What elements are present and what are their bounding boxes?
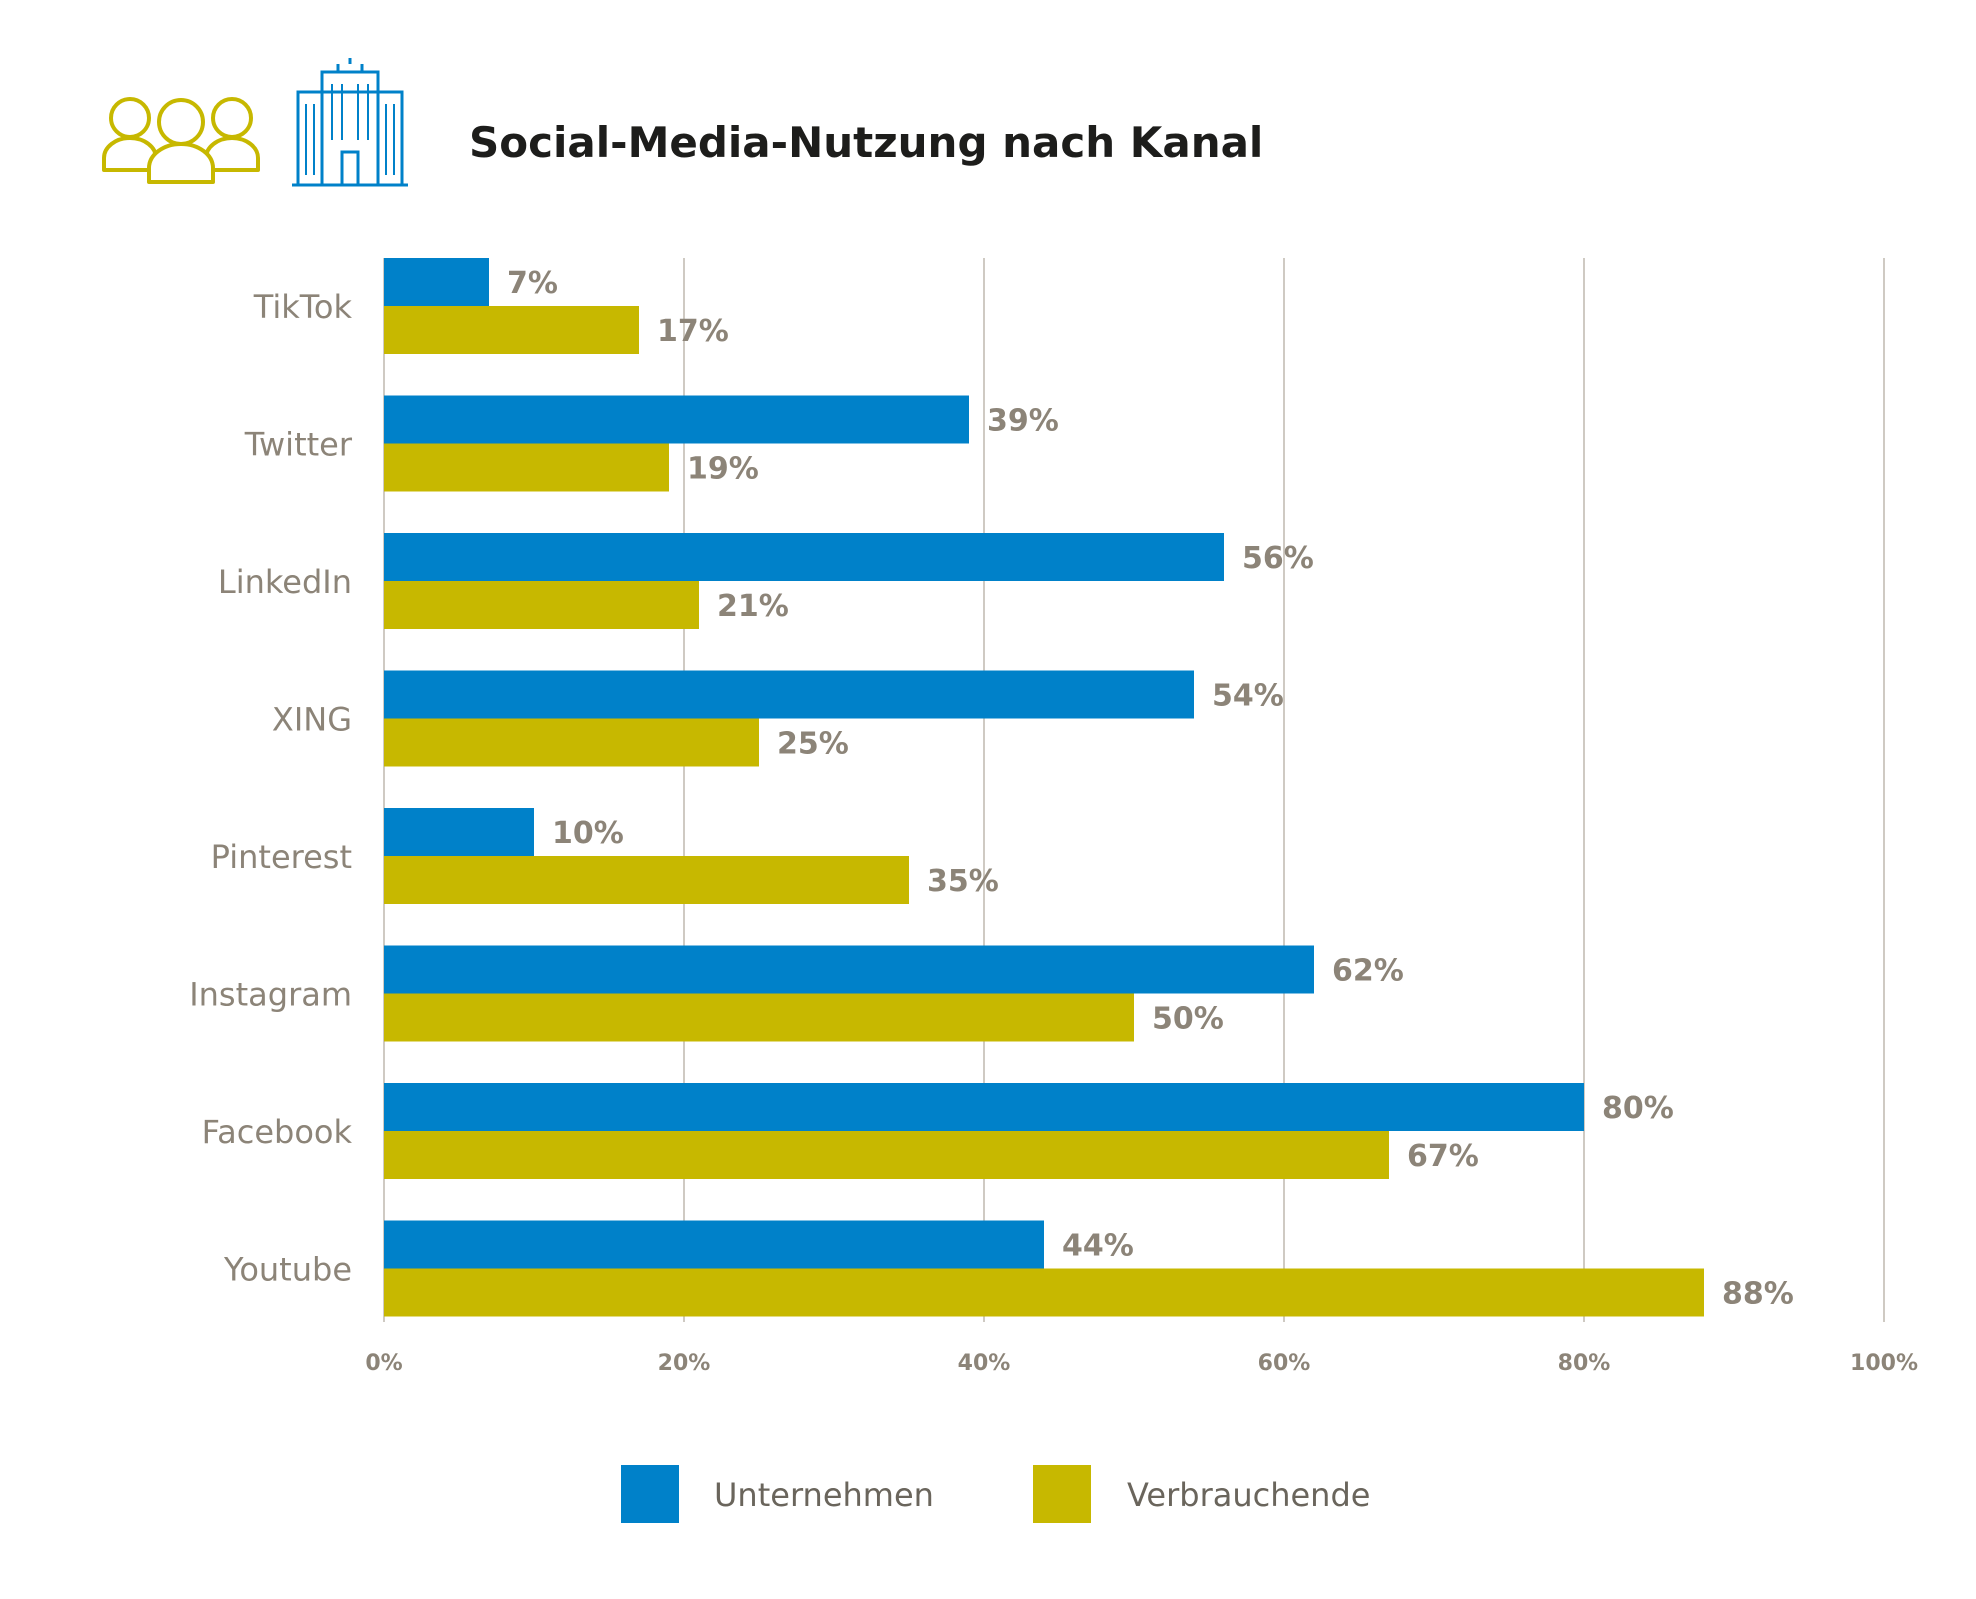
x-axis-ticks: 0% 20% 40% 60% 80% 100% bbox=[365, 1351, 1918, 1376]
category-label-twitter: Twitter bbox=[244, 426, 353, 464]
x-tick-label: 0% bbox=[365, 1351, 402, 1376]
legend-label-verbrauchende: Verbrauchende bbox=[1127, 1476, 1370, 1514]
value-label-unternehmen-facebook: 80% bbox=[1602, 1091, 1674, 1126]
value-label-unternehmen-instagram: 62% bbox=[1332, 954, 1404, 989]
category-label-xing: XING bbox=[272, 701, 352, 739]
category-label-linkedin: LinkedIn bbox=[218, 563, 352, 601]
bar-unternehmen-linkedin bbox=[384, 533, 1224, 581]
x-tick-label: 80% bbox=[1558, 1351, 1611, 1376]
value-label-unternehmen-youtube: 44% bbox=[1062, 1229, 1134, 1264]
bar-verbrauchende-twitter bbox=[384, 443, 669, 492]
category-label-instagram: Instagram bbox=[189, 976, 352, 1014]
value-label-verbrauchende-twitter: 19% bbox=[687, 452, 759, 487]
bar-verbrauchende-xing bbox=[384, 718, 759, 767]
value-label-unternehmen-linkedin: 56% bbox=[1242, 541, 1314, 576]
value-label-verbrauchende-linkedin: 21% bbox=[717, 589, 789, 624]
value-label-verbrauchende-pinterest: 35% bbox=[927, 864, 999, 899]
legend-swatch-verbrauchende bbox=[1033, 1465, 1091, 1523]
labels: TikTok 7% 17% Twitter 39% 19% LinkedIn 56% 21% XI… bbox=[189, 266, 1794, 1312]
bar-verbrauchende-facebook bbox=[384, 1131, 1389, 1179]
value-label-unternehmen-tiktok: 7% bbox=[507, 266, 558, 301]
bar-unternehmen-youtube bbox=[384, 1220, 1044, 1269]
office-building-icon bbox=[292, 58, 408, 187]
value-label-verbrauchende-xing: 25% bbox=[777, 727, 849, 762]
value-label-verbrauchende-facebook: 67% bbox=[1407, 1139, 1479, 1174]
category-label-youtube: Youtube bbox=[223, 1251, 352, 1289]
bar-unternehmen-twitter bbox=[384, 395, 969, 444]
bar-unternehmen-pinterest bbox=[384, 808, 534, 856]
people-group-icon bbox=[102, 97, 260, 184]
x-tick-label: 20% bbox=[658, 1351, 711, 1376]
category-label-tiktok: TikTok bbox=[253, 288, 353, 326]
chart-title: Social-Media-Nutzung nach Kanal bbox=[469, 118, 1263, 167]
bar-unternehmen-facebook bbox=[384, 1083, 1584, 1131]
bar-unternehmen-tiktok bbox=[384, 258, 489, 306]
bar-verbrauchende-instagram bbox=[384, 993, 1134, 1042]
value-label-verbrauchende-youtube: 88% bbox=[1722, 1277, 1794, 1312]
value-label-verbrauchende-instagram: 50% bbox=[1152, 1002, 1224, 1037]
value-label-verbrauchende-tiktok: 17% bbox=[657, 314, 729, 349]
legend-label-unternehmen: Unternehmen bbox=[714, 1476, 934, 1514]
bar-verbrauchende-tiktok bbox=[384, 306, 639, 354]
bar-verbrauchende-pinterest bbox=[384, 856, 909, 904]
category-label-facebook: Facebook bbox=[202, 1113, 353, 1151]
x-tick-label: 60% bbox=[1258, 1351, 1311, 1376]
bars bbox=[384, 258, 1704, 1317]
legend-swatch-unternehmen bbox=[621, 1465, 679, 1523]
value-label-unternehmen-twitter: 39% bbox=[987, 404, 1059, 439]
category-label-pinterest: Pinterest bbox=[211, 838, 352, 876]
bar-verbrauchende-youtube bbox=[384, 1268, 1704, 1317]
x-tick-label: 100% bbox=[1850, 1351, 1918, 1376]
value-label-unternehmen-pinterest: 10% bbox=[552, 816, 624, 851]
value-label-unternehmen-xing: 54% bbox=[1212, 679, 1284, 714]
bar-unternehmen-xing bbox=[384, 670, 1194, 719]
bar-verbrauchende-linkedin bbox=[384, 581, 699, 629]
x-tick-label: 40% bbox=[958, 1351, 1011, 1376]
bar-unternehmen-instagram bbox=[384, 945, 1314, 994]
legend: Unternehmen Verbrauchende bbox=[621, 1465, 1370, 1523]
